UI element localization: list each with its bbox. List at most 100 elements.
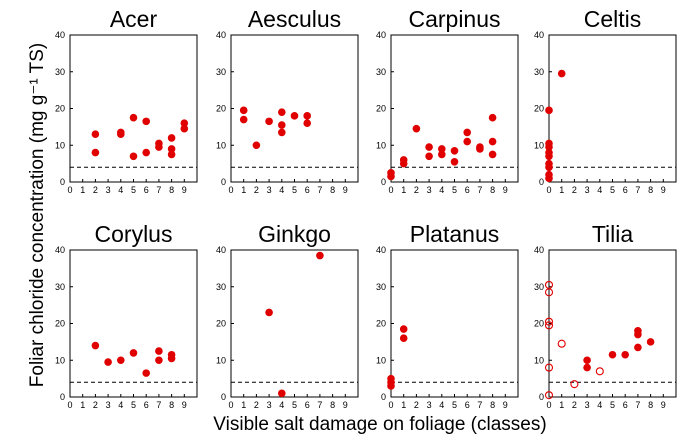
data-point (239, 115, 248, 124)
y-tick-label: 40 (534, 30, 544, 40)
x-tick-label: 4 (279, 185, 284, 195)
y-tick-label: 0 (381, 392, 386, 402)
x-tick-label: 6 (144, 185, 149, 195)
data-point (290, 112, 299, 120)
x-tick-label: 5 (131, 185, 136, 195)
data-point-open (595, 367, 604, 376)
data-point (129, 113, 138, 122)
x-tick-label: 9 (182, 185, 187, 195)
x-tick-label: 7 (477, 400, 482, 410)
y-tick-label: 20 (376, 319, 386, 329)
data-point (476, 145, 484, 153)
data-point (608, 350, 617, 359)
y-tick-label: 0 (60, 392, 65, 402)
x-tick-label: 7 (317, 400, 322, 410)
x-axis-label: Visible salt damage on foliage (classes) (213, 414, 546, 435)
data-point (425, 152, 433, 161)
x-tick-label: 7 (635, 185, 640, 195)
data-point (387, 172, 395, 181)
x-tick-label: 2 (254, 185, 259, 195)
x-tick-label: 3 (427, 400, 432, 410)
x-tick-label: 9 (503, 400, 508, 410)
data-point (488, 150, 497, 159)
x-tick-label: 3 (106, 400, 111, 410)
y-tick-label: 40 (55, 30, 65, 40)
data-point (545, 106, 553, 115)
plot-frame (69, 249, 198, 398)
data-point (265, 117, 273, 126)
x-tick-label: 0 (546, 400, 551, 410)
x-tick-label: 0 (546, 185, 551, 195)
data-point (167, 150, 176, 159)
data-point (155, 347, 163, 355)
y-tick-label: 20 (55, 104, 65, 114)
x-tick-label: 2 (254, 400, 259, 410)
data-point-open (544, 317, 554, 326)
x-tick-label: 6 (144, 400, 149, 410)
data-point (142, 369, 150, 377)
data-point (117, 128, 125, 137)
y-tick-label: 0 (539, 177, 544, 187)
x-tick-label: 0 (67, 185, 72, 195)
data-point (450, 157, 459, 166)
data-point (545, 163, 553, 172)
y-tick-label: 40 (376, 30, 386, 40)
data-point-open (557, 339, 566, 348)
data-point (399, 159, 408, 168)
y-tick-label: 30 (216, 282, 226, 292)
x-tick-label: 8 (648, 400, 653, 410)
x-tick-label: 7 (477, 185, 482, 195)
data-point (557, 69, 566, 78)
y-tick-label: 20 (55, 319, 65, 329)
x-tick-label: 1 (241, 185, 246, 195)
x-tick-label: 8 (490, 185, 495, 195)
y-tick-label: 30 (216, 67, 226, 77)
y-tick-label: 20 (534, 319, 544, 329)
data-point-open (544, 288, 554, 297)
data-point (438, 145, 446, 153)
x-tick-label: 5 (610, 400, 615, 410)
plot-frame (390, 249, 519, 398)
data-point (545, 174, 553, 183)
x-tick-label: 8 (169, 400, 174, 410)
x-tick-label: 4 (279, 400, 284, 410)
data-point (278, 108, 286, 116)
y-tick-label: 30 (534, 282, 544, 292)
x-tick-label: 9 (661, 185, 666, 195)
panel-title: Tilia (592, 221, 634, 247)
data-point (142, 148, 150, 157)
data-point (399, 334, 408, 343)
x-tick-label: 3 (267, 400, 272, 410)
x-tick-label: 0 (228, 400, 233, 410)
data-point (303, 119, 312, 127)
x-tick-label: 6 (465, 400, 470, 410)
y-tick-label: 10 (216, 140, 226, 150)
y-tick-label: 10 (534, 355, 544, 365)
panel-title: Acer (110, 6, 158, 32)
x-tick-label: 4 (439, 400, 444, 410)
x-tick-label: 3 (427, 185, 432, 195)
y-tick-label: 40 (55, 245, 65, 255)
y-tick-label: 20 (216, 104, 226, 114)
y-tick-label: 0 (381, 177, 386, 187)
x-tick-label: 6 (623, 185, 628, 195)
x-tick-label: 8 (169, 185, 174, 195)
y-tick-label: 30 (376, 67, 386, 77)
y-tick-label: 30 (376, 282, 386, 292)
data-point (316, 251, 324, 260)
data-point (142, 117, 150, 126)
data-point (634, 330, 642, 339)
data-point (646, 338, 655, 346)
x-tick-label: 2 (572, 185, 577, 195)
x-tick-label: 2 (414, 400, 419, 410)
y-tick-label: 0 (221, 392, 226, 402)
data-point (425, 143, 433, 151)
x-tick-label: 1 (559, 185, 564, 195)
data-point (278, 389, 286, 398)
